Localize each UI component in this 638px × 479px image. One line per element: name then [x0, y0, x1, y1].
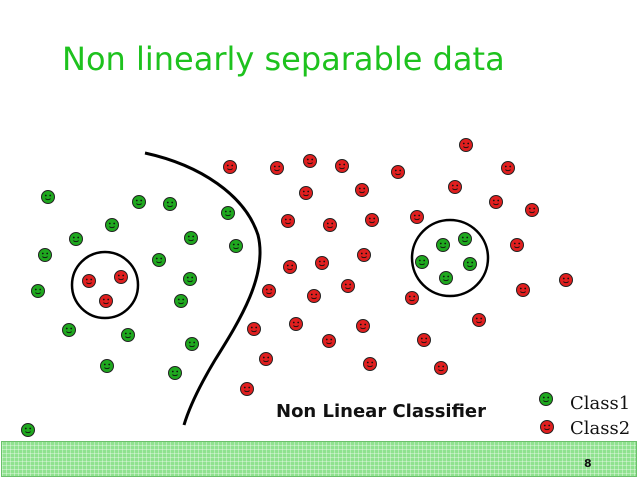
green-smiley-icon — [436, 238, 450, 252]
green-smiley-icon — [69, 232, 83, 246]
green-smiley-icon — [221, 206, 235, 220]
red-smiley-icon — [356, 319, 370, 333]
slide-title: Non linearly separable data — [62, 40, 505, 78]
green-smiley-icon — [152, 253, 166, 267]
green-smiley-icon — [174, 294, 188, 308]
green-smiley-icon — [463, 257, 477, 271]
legend-label-class1: Class1 — [570, 393, 631, 414]
red-smiley-icon — [472, 313, 486, 327]
red-smiley-icon — [114, 270, 128, 284]
green-smiley-icon — [121, 328, 135, 342]
green-smiley-icon — [229, 239, 243, 253]
red-smiley-icon — [335, 159, 349, 173]
red-smiley-icon — [247, 322, 261, 336]
red-smiley-icon — [501, 161, 515, 175]
red-smiley-icon — [540, 420, 554, 434]
page-number: 8 — [584, 457, 592, 470]
red-smiley-icon — [434, 361, 448, 375]
red-smiley-icon — [489, 195, 503, 209]
red-smiley-icon — [510, 238, 524, 252]
green-smiley-icon — [168, 366, 182, 380]
red-smiley-icon — [448, 180, 462, 194]
red-smiley-icon — [363, 357, 377, 371]
green-smiley-icon — [105, 218, 119, 232]
red-smiley-icon — [259, 352, 273, 366]
red-smiley-icon — [82, 274, 96, 288]
red-smiley-icon — [223, 160, 237, 174]
red-smiley-icon — [283, 260, 297, 274]
green-smiley-icon — [539, 392, 553, 406]
green-smiley-icon — [185, 337, 199, 351]
red-smiley-icon — [410, 210, 424, 224]
data-points — [21, 138, 573, 437]
red-smiley-icon — [299, 186, 313, 200]
red-smiley-icon — [516, 283, 530, 297]
red-smiley-icon — [262, 284, 276, 298]
red-smiley-icon — [357, 248, 371, 262]
left-cluster-ring — [70, 250, 140, 320]
footer-band — [1, 441, 637, 477]
green-smiley-icon — [439, 271, 453, 285]
red-smiley-icon — [525, 203, 539, 217]
green-smiley-icon — [100, 359, 114, 373]
green-smiley-icon — [184, 231, 198, 245]
green-smiley-icon — [458, 232, 472, 246]
red-smiley-icon — [289, 317, 303, 331]
red-smiley-icon — [322, 334, 336, 348]
green-smiley-icon — [62, 323, 76, 337]
red-smiley-icon — [459, 138, 473, 152]
red-smiley-icon — [559, 273, 573, 287]
red-smiley-icon — [240, 382, 254, 396]
red-smiley-icon — [365, 213, 379, 227]
legend-label-class2: Class2 — [570, 418, 631, 439]
red-smiley-icon — [315, 256, 329, 270]
red-smiley-icon — [281, 214, 295, 228]
red-smiley-icon — [99, 294, 113, 308]
green-smiley-icon — [31, 284, 45, 298]
red-smiley-icon — [355, 183, 369, 197]
red-smiley-icon — [341, 279, 355, 293]
green-smiley-icon — [163, 197, 177, 211]
red-smiley-icon — [417, 333, 431, 347]
nonlinear-decision-boundary — [144, 151, 262, 426]
right-cluster-ring — [410, 218, 490, 298]
classifier-label: Non Linear Classifier — [276, 401, 487, 422]
red-smiley-icon — [303, 154, 317, 168]
green-smiley-icon — [38, 248, 52, 262]
green-smiley-icon — [132, 195, 146, 209]
red-smiley-icon — [270, 161, 284, 175]
red-smiley-icon — [323, 218, 337, 232]
green-smiley-icon — [21, 423, 35, 437]
green-smiley-icon — [41, 190, 55, 204]
red-smiley-icon — [391, 165, 405, 179]
green-smiley-icon — [183, 272, 197, 286]
green-smiley-icon — [415, 255, 429, 269]
red-smiley-icon — [405, 291, 419, 305]
red-smiley-icon — [307, 289, 321, 303]
